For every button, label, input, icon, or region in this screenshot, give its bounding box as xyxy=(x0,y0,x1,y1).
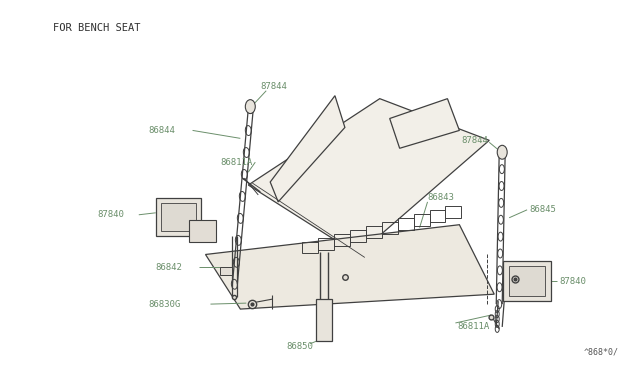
Text: 87840: 87840 xyxy=(97,210,124,219)
FancyBboxPatch shape xyxy=(156,198,200,235)
FancyBboxPatch shape xyxy=(220,267,232,275)
Polygon shape xyxy=(390,99,460,148)
Polygon shape xyxy=(248,99,489,254)
Text: 86843: 86843 xyxy=(428,193,454,202)
FancyBboxPatch shape xyxy=(316,299,332,341)
FancyBboxPatch shape xyxy=(161,203,196,231)
Text: FOR BENCH SEAT: FOR BENCH SEAT xyxy=(53,23,141,33)
Polygon shape xyxy=(270,96,345,202)
Text: ^868*0/: ^868*0/ xyxy=(584,348,619,357)
Text: 86811A: 86811A xyxy=(220,158,253,167)
Ellipse shape xyxy=(497,145,507,159)
FancyBboxPatch shape xyxy=(189,220,216,241)
Text: 86830G: 86830G xyxy=(148,299,181,309)
Polygon shape xyxy=(205,225,494,309)
FancyBboxPatch shape xyxy=(503,262,551,301)
Ellipse shape xyxy=(245,100,255,113)
Text: 87844: 87844 xyxy=(461,136,488,145)
Text: 86850: 86850 xyxy=(286,342,313,351)
Text: 86842: 86842 xyxy=(156,263,182,272)
Text: 86845: 86845 xyxy=(529,205,556,214)
Text: 86844: 86844 xyxy=(148,126,175,135)
Text: 87844: 87844 xyxy=(260,82,287,91)
Text: 87840: 87840 xyxy=(559,277,586,286)
FancyBboxPatch shape xyxy=(509,266,545,296)
Text: 86811A: 86811A xyxy=(458,323,490,331)
